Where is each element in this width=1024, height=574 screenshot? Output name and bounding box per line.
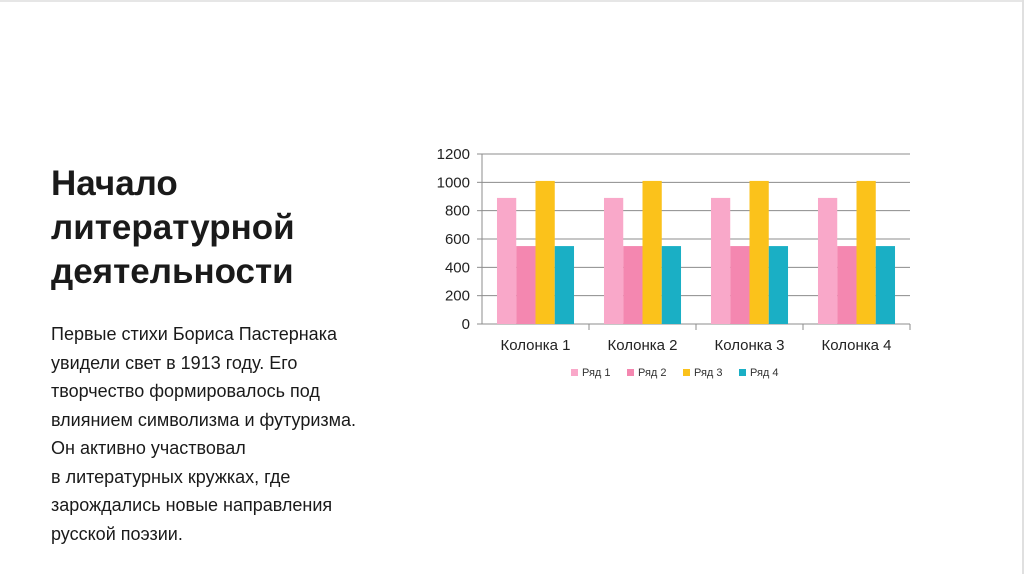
legend-swatch bbox=[683, 369, 690, 376]
x-category-label: Колонка 1 bbox=[500, 337, 570, 354]
slide-title: Начало литературной деятельности bbox=[51, 162, 381, 294]
y-tick-label: 1000 bbox=[437, 174, 470, 191]
legend-swatch bbox=[571, 369, 578, 376]
body-line: русской поэзии. bbox=[51, 523, 183, 544]
bar bbox=[749, 180, 769, 324]
body-line: увидели свет в 1913 году. Его bbox=[51, 352, 298, 373]
bar bbox=[817, 197, 838, 324]
bar bbox=[837, 246, 857, 324]
legend-label: Ряд 4 bbox=[750, 367, 779, 379]
body-line: в литературных кружках, где bbox=[51, 466, 291, 487]
bar bbox=[730, 246, 750, 324]
bar bbox=[661, 246, 682, 324]
legend-swatch bbox=[739, 369, 746, 376]
body-line: Он активно участвовал bbox=[51, 438, 246, 458]
legend-label: Ряд 3 bbox=[694, 367, 723, 379]
slide-frame-top bbox=[0, 0, 1024, 2]
title-line: деятельности bbox=[51, 252, 294, 291]
bar bbox=[623, 246, 643, 324]
x-category-label: Колонка 2 bbox=[607, 337, 677, 354]
x-category-label: Колонка 3 bbox=[714, 337, 784, 354]
slide-frame-right bbox=[1022, 0, 1024, 574]
body-line: Первые стихи Бориса Пастернака bbox=[51, 324, 337, 344]
bar bbox=[710, 197, 731, 324]
bar bbox=[554, 246, 575, 324]
body-line: зарождались новые направления bbox=[51, 495, 333, 515]
bar-chart: 0 200 400 600 800 1000 1200 Колонка 1 Колонка 2 К… bbox=[437, 146, 911, 379]
bar bbox=[603, 197, 624, 324]
legend-label: Ряд 2 bbox=[638, 367, 667, 379]
bar bbox=[875, 246, 896, 324]
bar bbox=[768, 246, 789, 324]
title-line: литературной bbox=[51, 208, 295, 247]
bar bbox=[642, 180, 662, 324]
y-tick-label: 0 bbox=[462, 316, 470, 333]
y-tick-label: 800 bbox=[445, 203, 470, 220]
y-tick-label: 400 bbox=[445, 259, 470, 276]
bar bbox=[856, 180, 876, 324]
y-tick-label: 600 bbox=[445, 231, 470, 248]
slide-body-text: Первые стихи Бориса Пастернака увидели с… bbox=[51, 320, 411, 548]
title-line: Начало bbox=[51, 164, 178, 203]
bar bbox=[535, 180, 555, 324]
y-tick-label: 1200 bbox=[437, 146, 470, 163]
bar bbox=[496, 197, 517, 324]
y-tick-label: 200 bbox=[445, 288, 470, 305]
legend-label: Ряд 1 bbox=[582, 367, 611, 379]
x-category-label: Колонка 4 bbox=[821, 337, 891, 354]
legend-swatch bbox=[627, 369, 634, 376]
body-line: влиянием символизма и футуризма. bbox=[51, 409, 357, 430]
bar bbox=[516, 246, 536, 324]
body-line: творчество формировалось под bbox=[51, 381, 320, 401]
